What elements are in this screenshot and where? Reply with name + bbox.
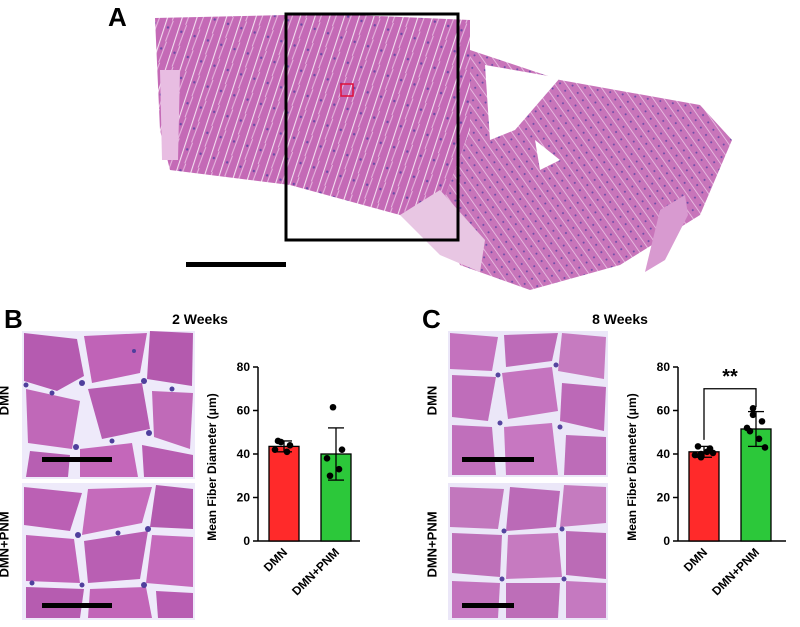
chart-b-point-0-1 [286, 442, 294, 449]
chart-b-ytick-label: 20 [237, 491, 251, 505]
micrograph-b-dmn-pnm [22, 483, 195, 620]
panel-c-title: 8 Weeks [592, 311, 648, 327]
chart-c-point-1-3 [755, 435, 763, 443]
chart-c-point-1-0 [749, 405, 757, 412]
panel-c-row-label-dmn-pnm: DMN+PNM [424, 511, 440, 578]
chart-c-ytick-label: 0 [663, 534, 670, 548]
chart-b-point-1-4 [326, 472, 334, 480]
panel-a-letter: A [108, 2, 127, 32]
chart-b-point-1-3 [335, 465, 343, 473]
chart-c-bar-0 [688, 451, 720, 542]
chart-c-point-0-3 [703, 448, 711, 456]
chart-c-xtick-label-0: DMN [681, 545, 710, 574]
chart-b: Mean Fiber Diameter (μm) 0 20 40 60 80 DMNDMN… [205, 360, 360, 598]
chart-b-ylabel: Mean Fiber Diameter (μm) [205, 393, 219, 540]
chart-c-point-0-2 [691, 451, 699, 459]
chart-b-point-1-0 [329, 403, 337, 411]
micrograph-c-dmn-pnm [448, 483, 608, 620]
chart-c-ytick-label: 80 [657, 360, 671, 374]
panel-b-title: 2 Weeks [172, 311, 228, 327]
tissue-overview-image [155, 12, 732, 290]
scale-bar-a [186, 262, 286, 267]
panel-c-row-label-dmn: DMN [424, 385, 440, 416]
panel-b-row-label-dmn: DMN [0, 385, 12, 416]
chart-b-ytick-label: 0 [243, 534, 250, 548]
chart-c-ytick-label: 20 [657, 491, 671, 505]
chart-c-ytick-label: 60 [657, 404, 671, 418]
chart-c-significance-bracket [703, 388, 757, 440]
micrograph-c-dmn [448, 331, 608, 477]
chart-b-xtick-label-0: DMN [261, 545, 290, 574]
chart-c-point-1-5 [761, 444, 769, 451]
chart-c-ylabel: Mean Fiber Diameter (μm) [625, 393, 639, 540]
chart-b-xtick-label-1: DMN+PNM [289, 545, 342, 598]
chart-c-point-0-5 [709, 449, 717, 457]
chart-c-point-0-6 [697, 453, 705, 461]
chart-c-point-1-1 [758, 418, 766, 425]
panel-b-letter: B [4, 304, 23, 334]
micrograph-b-dmn [22, 331, 195, 479]
chart-c-significance-label: ** [722, 366, 738, 388]
panel-b-row-label-dmn-pnm: DMN+PNM [0, 511, 12, 578]
chart-b-point-1-2 [323, 455, 331, 462]
chart-b-bar-0 [268, 445, 300, 542]
chart-b-ytick-label: 40 [237, 447, 251, 461]
chart-b-ytick-label: 80 [237, 360, 251, 374]
chart-c-point-1-6 [749, 411, 757, 419]
chart-c-ytick-label: 40 [657, 447, 671, 461]
chart-b-point-0-4 [274, 437, 282, 445]
chart-b-point-0-2 [271, 446, 279, 453]
chart-c-xtick-label-1: DMN+PNM [709, 545, 762, 598]
chart-b-point-0-3 [283, 448, 291, 456]
chart-b-ytick-label: 60 [237, 404, 251, 418]
chart-c: Mean Fiber Diameter (μm) 0 20 40 60 80 DMNDMN… [625, 360, 786, 598]
panel-c-letter: C [422, 304, 441, 334]
chart-b-point-1-1 [338, 446, 346, 453]
chart-c-point-0-4 [694, 443, 702, 450]
chart-c-point-1-4 [746, 427, 754, 435]
